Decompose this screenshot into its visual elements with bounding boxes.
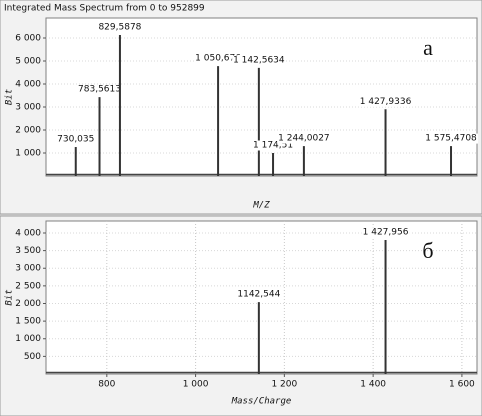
peak-label: 783,5613 [78, 85, 121, 95]
peak-label-box [194, 53, 243, 64]
panel-label: б [422, 238, 433, 263]
peak-label: 1142,544 [237, 290, 280, 300]
y-tick-label: 3 000 [15, 103, 41, 113]
chart-title: Integrated Mass Spectrum from 0 to 95289… [4, 4, 205, 14]
peak-label: 1 050,676 [195, 54, 241, 64]
y-axis-label: Bit [5, 289, 15, 305]
y-tick-label: 2 500 [15, 281, 41, 291]
y-tick-label: 1 000 [15, 334, 41, 344]
peak-label: 1 427,9336 [360, 97, 412, 107]
peak-label-box [56, 134, 96, 145]
peak-label-box [358, 96, 413, 107]
peak-label-box [277, 133, 331, 144]
peak-label-box [252, 140, 295, 151]
y-tick-label: 5 000 [15, 57, 41, 67]
y-axis-label: Bit [5, 89, 15, 105]
panel-label: а [423, 35, 433, 60]
y-tick-label: 6 000 [15, 34, 41, 44]
y-tick-label: 3 500 [15, 246, 41, 256]
x-tick-label: 1 000 [183, 380, 209, 390]
peak-label-box [236, 289, 282, 300]
peak-label: 730,035 [57, 135, 94, 145]
peak-label: 1 142,5634 [233, 55, 285, 65]
peak-label-box [77, 84, 122, 95]
y-tick-label: 1 500 [15, 317, 41, 327]
peak-label-box [97, 22, 143, 33]
y-tick-label: 3 000 [15, 264, 41, 274]
x-tick-label: 1 400 [360, 380, 386, 390]
y-tick-label: 1 000 [15, 149, 41, 159]
peak-label-box [232, 55, 286, 66]
peak-label: 1 174,51 [253, 141, 293, 151]
y-tick-label: 2 000 [15, 126, 41, 136]
peak-label: 1 427,956 [363, 228, 409, 238]
y-tick-label: 4 000 [15, 80, 41, 90]
x-tick-label: 1 600 [449, 380, 475, 390]
peak-label: 1 244,0027 [278, 134, 330, 144]
x-tick-label: 1 200 [271, 380, 297, 390]
y-tick-label: 4 000 [15, 228, 41, 238]
x-tick-label: 800 [98, 380, 115, 390]
y-tick-label: 500 [24, 352, 41, 362]
x-axis-label: Mass/Charge [231, 397, 292, 407]
peak-label: 829,5878 [98, 23, 141, 33]
peak-label-box [424, 133, 479, 144]
peak-label: 1 575,4708 [425, 134, 477, 144]
y-tick-label: 2 000 [15, 299, 41, 309]
x-axis-label: M/Z [252, 201, 270, 211]
peak-label-box [361, 227, 410, 238]
